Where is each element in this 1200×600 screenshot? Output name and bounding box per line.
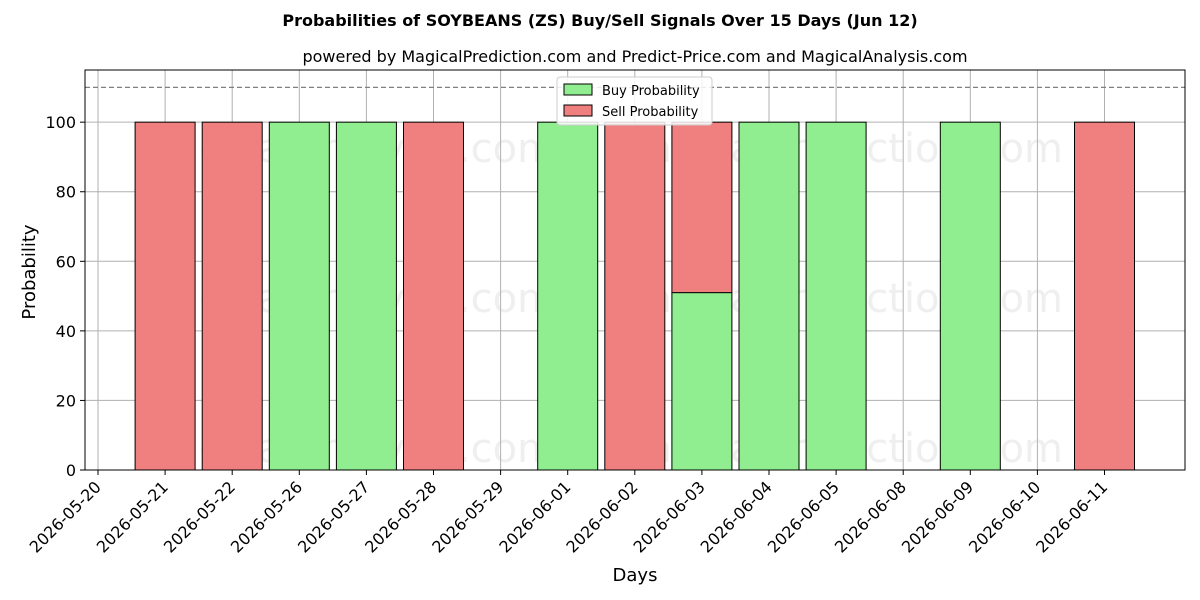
x-tick-label: 2026-06-11 xyxy=(1032,477,1111,556)
chart-subtitle: powered by MagicalPrediction.com and Pre… xyxy=(302,47,967,66)
y-tick-label: 100 xyxy=(45,113,76,132)
sell-bar xyxy=(403,121,464,471)
legend-swatch xyxy=(563,83,593,96)
y-tick-label: 20 xyxy=(56,391,76,410)
legend: Buy Probability Sell Probability xyxy=(556,76,713,126)
buy-bar xyxy=(268,121,330,471)
buy-bar xyxy=(738,121,800,471)
y-tick-label: 80 xyxy=(56,183,76,202)
sell-bar xyxy=(1074,121,1135,471)
legend-swatch xyxy=(563,104,593,117)
buy-bar xyxy=(335,121,397,471)
chart-title: Probabilities of SOYBEANS (ZS) Buy/Sell … xyxy=(282,11,917,30)
x-axis-label: Days xyxy=(613,565,658,586)
y-tick-label: 60 xyxy=(56,252,76,271)
buy-bar xyxy=(537,121,599,471)
y-tick-label: 0 xyxy=(66,461,76,480)
sell-bar xyxy=(671,121,733,294)
buy-bar xyxy=(671,292,733,471)
legend-box xyxy=(556,76,713,126)
y-tick-label: 40 xyxy=(56,322,76,341)
bars xyxy=(134,121,1135,471)
x-axis: 2026-05-202026-05-212026-05-222026-05-26… xyxy=(26,470,1111,557)
buy-bar xyxy=(939,121,1001,471)
sell-bar xyxy=(134,121,196,471)
y-axis: 0 20 40 60 80 100 xyxy=(45,113,85,480)
legend-label: Buy Probability xyxy=(602,84,700,99)
buy-bar xyxy=(805,121,867,471)
legend-label: Sell Probability xyxy=(602,105,699,120)
sell-bar xyxy=(201,121,263,471)
y-axis-label: Probability xyxy=(19,224,40,319)
sell-bar xyxy=(604,121,666,471)
